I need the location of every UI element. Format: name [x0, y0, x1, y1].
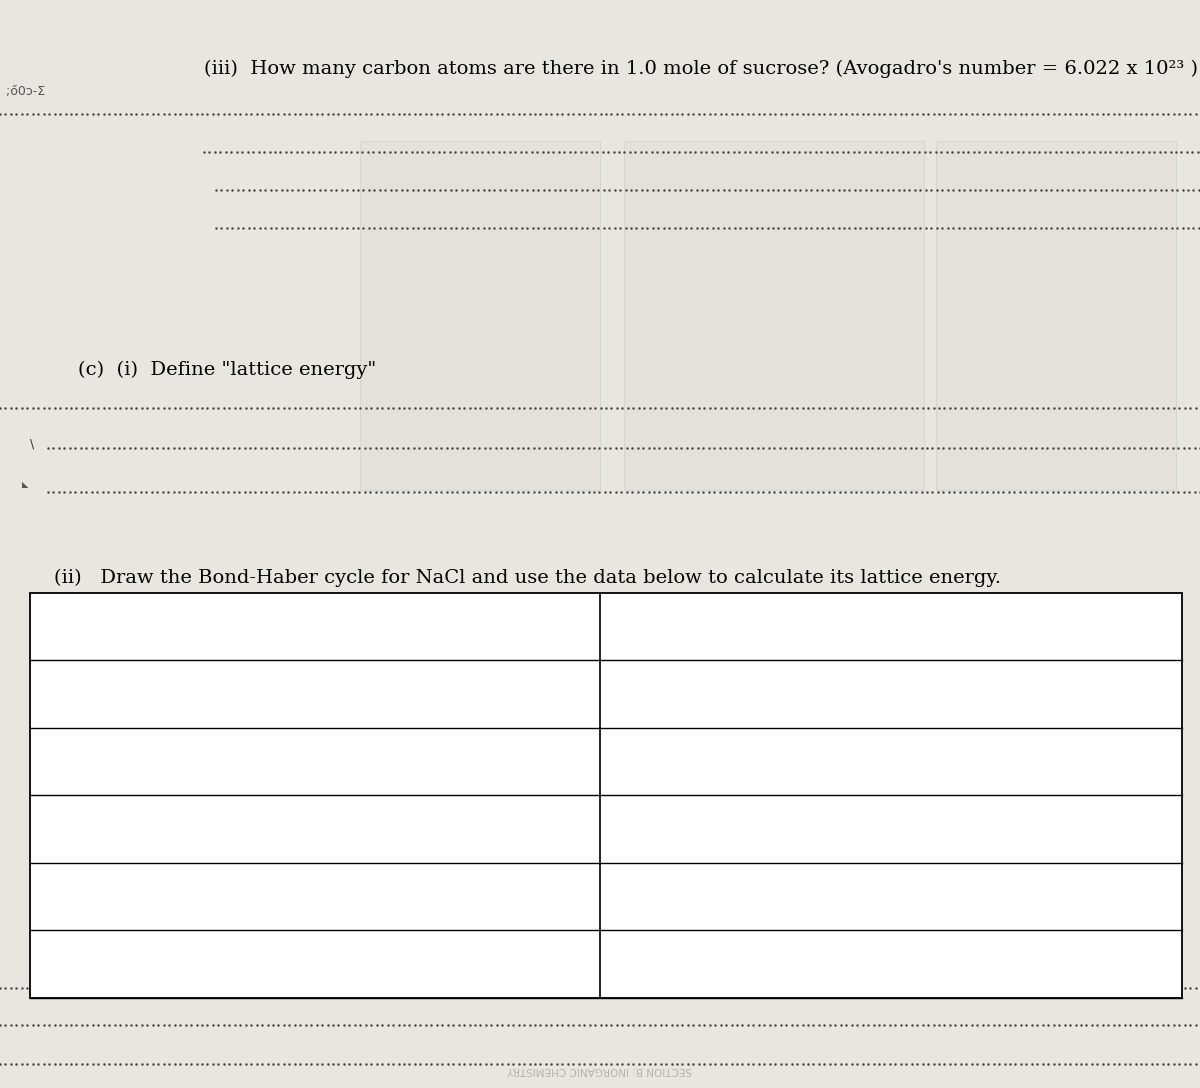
Text: Reaction: Reaction [44, 618, 131, 635]
Bar [30, 593, 1182, 998]
Text: -349: -349 [614, 888, 654, 905]
Bar [936, 598, 1176, 903]
Text: 496: 496 [614, 820, 648, 838]
Text: Na (s)→ Na(g): Na (s)→ Na(g) [44, 685, 168, 703]
Text: SECTION B: INORGANIC CHEMISTRY: SECTION B: INORGANIC CHEMISTRY [508, 1065, 692, 1075]
Bar [30, 593, 1182, 998]
Text: (c)  (i)  Define "lattice energy": (c) (i) Define "lattice energy" [78, 361, 377, 380]
Text: ;ő0ɔ-Ʃ: ;ő0ɔ-Ʃ [6, 85, 46, 98]
Text: Cl₂ (g)→ 2Cl (g): Cl₂ (g)→ 2Cl (g) [44, 753, 180, 770]
Text: \: \ [30, 437, 35, 450]
Bar [936, 141, 1176, 490]
Text: -411: -411 [614, 955, 653, 973]
Text: Na (g)→ Na⁺ (g) + e: Na (g)→ Na⁺ (g) + e [44, 820, 221, 838]
Text: (ii)   Draw the Bond-Haber cycle for NaCl and use the data below to calculate it: (ii) Draw the Bond-Haber cycle for NaCl … [54, 569, 1001, 588]
Bar [360, 598, 600, 903]
Text: (iii)  How many carbon atoms are there in 1.0 mole of sucrose? (Avogadro's numbe: (iii) How many carbon atoms are there in… [204, 60, 1198, 78]
Text: 243: 243 [614, 753, 648, 770]
Text: ◣: ◣ [22, 480, 28, 489]
Bar [624, 141, 924, 490]
Text: Cl (g) + e → Cl⁻ (g): Cl (g) + e → Cl⁻ (g) [44, 888, 212, 905]
Text: ΔHº (KJ): ΔHº (KJ) [614, 618, 698, 635]
Text: Na(s) + 1/2Cl₂ (g): Na(s) + 1/2Cl₂ (g) [44, 955, 202, 973]
Bar [360, 141, 600, 490]
Text: 109: 109 [614, 685, 648, 703]
Bar [624, 598, 924, 903]
